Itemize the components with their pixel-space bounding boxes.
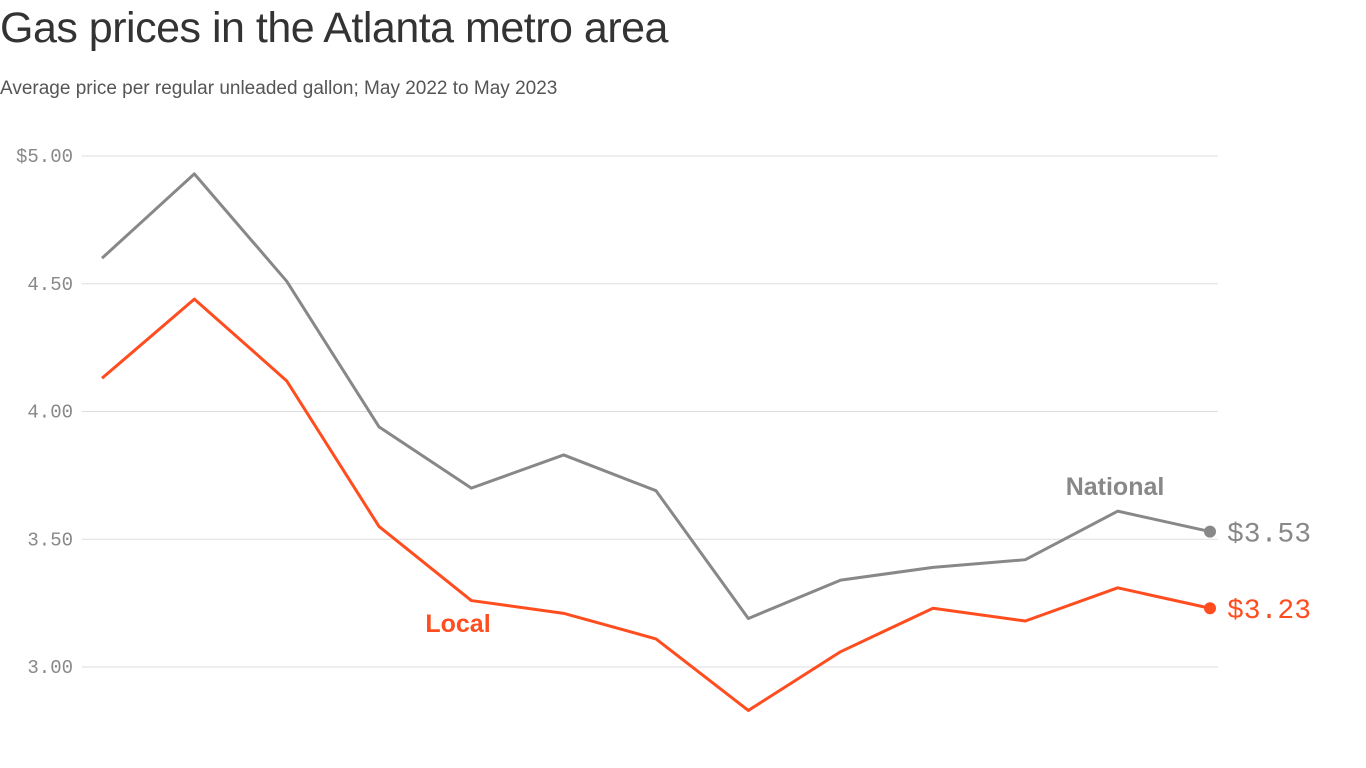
end-value-label: $3.23 (1227, 596, 1311, 627)
chart-title: Gas prices in the Atlanta metro area (0, 4, 668, 52)
series-line-national (100, 172, 1211, 620)
end-point-marker (1204, 525, 1216, 538)
end-value-label: $3.53 (1227, 520, 1311, 551)
end-point-marker (1204, 602, 1216, 615)
series-label: National (1066, 473, 1165, 501)
chart-subtitle: Average price per regular unleaded gallo… (0, 78, 558, 99)
y-tick-label: 3.50 (27, 529, 73, 551)
series-line-local (101, 297, 1211, 712)
y-tick-label: $5.00 (16, 146, 73, 168)
series-label: Local (425, 610, 490, 638)
y-tick-label: 4.50 (27, 274, 73, 296)
y-tick-label: 4.00 (27, 402, 73, 424)
y-tick-label: 3.00 (27, 657, 73, 679)
